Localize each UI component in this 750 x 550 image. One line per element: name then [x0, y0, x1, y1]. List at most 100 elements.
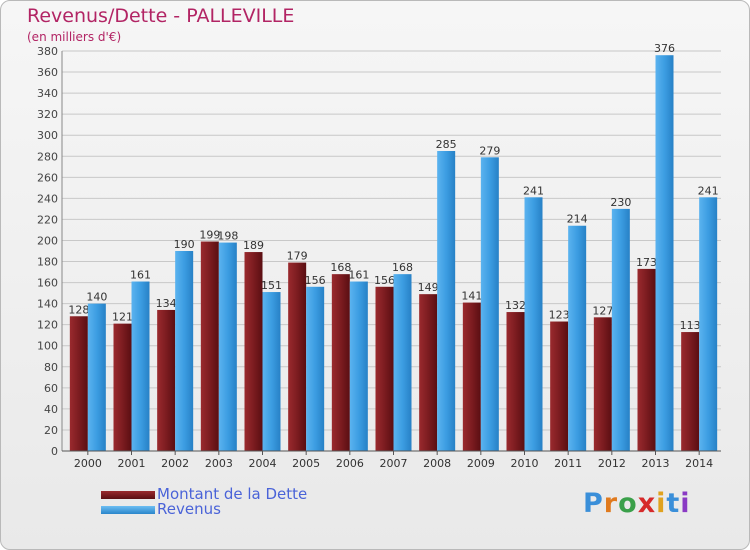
bar-dette [593, 317, 612, 451]
x-tick-label: 2007 [380, 457, 408, 470]
x-tick-label: 2014 [685, 457, 713, 470]
bar-revenus [87, 303, 106, 451]
data-label-revenus: 151 [261, 279, 282, 292]
logo-letter: t [666, 488, 681, 519]
data-label-dette: 141 [461, 290, 482, 303]
bar-dette [331, 274, 350, 451]
y-tick-label: 140 [37, 298, 58, 311]
data-label-dette: 156 [374, 274, 395, 287]
legend-label-dette: Montant de la Dette [157, 485, 308, 503]
data-label-dette: 134 [156, 297, 177, 310]
y-axis: 0 20 40 60 80 100 120 140 160 180 200 220 240 260 280 3… [37, 45, 58, 458]
data-label-dette: 179 [287, 250, 308, 263]
x-tick-label: 2008 [423, 457, 451, 470]
y-tick-label: 60 [44, 382, 58, 395]
data-label-revenus: 168 [392, 261, 413, 274]
bars: 1281401211611341901991981891511791561681… [68, 42, 719, 452]
bar-dette [637, 268, 656, 451]
y-tick-label: 380 [37, 45, 58, 58]
x-tick-label: 2012 [598, 457, 626, 470]
y-tick-label: 340 [37, 87, 58, 100]
data-label-dette: 149 [418, 281, 439, 294]
bar-revenus [699, 197, 718, 451]
x-tick-label: 2000 [74, 457, 102, 470]
bar-dette [375, 286, 394, 451]
bar-dette [288, 262, 307, 451]
legend-swatch-dette [101, 491, 155, 499]
bar-dette [681, 332, 700, 451]
bar-revenus [218, 242, 237, 451]
data-label-revenus: 230 [610, 196, 631, 209]
y-tick-label: 100 [37, 340, 58, 353]
data-label-dette: 173 [636, 256, 657, 269]
logo-letter: x [637, 488, 657, 519]
logo-letter: i [680, 488, 691, 519]
data-label-revenus: 279 [479, 144, 500, 157]
x-tick-label: 2010 [511, 457, 539, 470]
x-axis: 2000 2001 2002 2003 2004 2005 2006 2007 2008 2009… [61, 51, 721, 470]
data-label-dette: 132 [505, 299, 526, 312]
logo-letter: r [603, 488, 619, 519]
bar-dette [69, 316, 88, 451]
x-tick-label: 2011 [554, 457, 582, 470]
bar-revenus [262, 292, 281, 451]
data-label-revenus: 241 [523, 184, 544, 197]
data-label-dette: 128 [68, 303, 89, 316]
bar-dette [244, 252, 263, 451]
bar-dette [550, 321, 569, 451]
x-tick-label: 2003 [205, 457, 233, 470]
data-label-revenus: 214 [567, 213, 588, 226]
data-label-revenus: 285 [436, 138, 457, 151]
x-tick-label: 2001 [118, 457, 146, 470]
y-tick-label: 240 [37, 192, 58, 205]
y-tick-label: 40 [44, 403, 58, 416]
bar-dette [157, 309, 176, 451]
chart-subtitle: (en milliers d'€) [27, 30, 122, 44]
y-tick-label: 320 [37, 108, 58, 121]
data-label-dette: 123 [549, 309, 570, 322]
bar-revenus [655, 55, 674, 452]
data-label-dette: 189 [243, 239, 264, 252]
bar-revenus [306, 286, 325, 451]
data-label-revenus: 156 [305, 274, 326, 287]
x-tick-label: 2013 [642, 457, 670, 470]
y-tick-label: 120 [37, 319, 58, 332]
y-tick-label: 360 [37, 66, 58, 79]
y-tick-label: 160 [37, 277, 58, 290]
data-label-revenus: 161 [348, 269, 369, 282]
x-tick-label: 2002 [161, 457, 189, 470]
legend-label-revenus: Revenus [157, 500, 221, 518]
y-tick-label: 0 [51, 445, 58, 458]
bar-revenus [568, 225, 587, 451]
x-tick-label: 2005 [292, 457, 320, 470]
x-tick-label: 2009 [467, 457, 495, 470]
y-tick-label: 20 [44, 424, 58, 437]
data-label-revenus: 198 [217, 230, 238, 243]
y-tick-label: 180 [37, 256, 58, 269]
y-tick-label: 220 [37, 213, 58, 226]
bar-dette [462, 302, 481, 451]
y-tick-label: 300 [37, 129, 58, 142]
bar-revenus [175, 251, 194, 451]
proxiti-logo: Proxiti [583, 488, 691, 519]
data-label-dette: 199 [199, 229, 220, 242]
data-label-dette: 113 [680, 319, 701, 332]
x-tick-label: 2006 [336, 457, 364, 470]
legend-swatch-revenus [101, 506, 155, 514]
y-tick-label: 280 [37, 150, 58, 163]
y-tick-label: 200 [37, 234, 58, 247]
bar-dette [419, 294, 438, 451]
bar-revenus [480, 157, 499, 451]
bar-revenus [393, 274, 412, 451]
data-label-revenus: 376 [654, 42, 675, 55]
data-label-dette: 121 [112, 311, 133, 324]
y-tick-label: 260 [37, 171, 58, 184]
y-tick-label: 80 [44, 361, 58, 374]
logo-letter: o [618, 488, 638, 519]
bar-dette [506, 312, 525, 451]
bar-dette [113, 323, 132, 451]
bar-revenus [611, 208, 630, 451]
logo-letter: P [583, 488, 604, 519]
